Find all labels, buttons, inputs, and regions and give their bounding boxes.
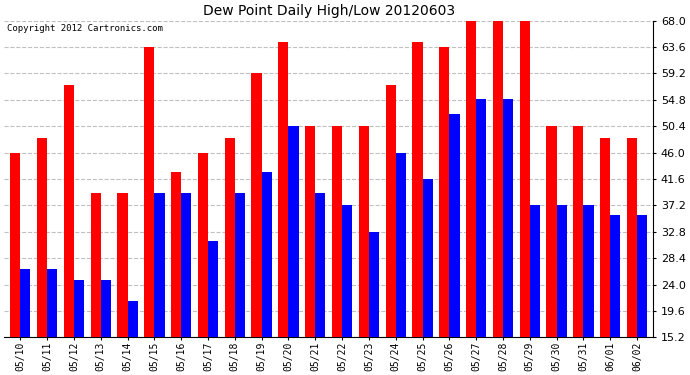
Bar (155, 194, 164, 337)
Bar (235, 194, 245, 337)
Bar (37, 138, 47, 337)
Bar (305, 126, 315, 337)
Bar (144, 47, 155, 337)
Bar (315, 194, 326, 337)
Bar (573, 126, 584, 337)
Bar (342, 206, 353, 337)
Bar (262, 172, 272, 337)
Bar (198, 153, 208, 337)
Bar (181, 194, 191, 337)
Bar (251, 74, 262, 337)
Bar (439, 47, 449, 337)
Bar (90, 194, 101, 337)
Bar (600, 138, 610, 337)
Bar (466, 21, 476, 337)
Bar (637, 215, 647, 337)
Bar (117, 194, 128, 337)
Bar (278, 42, 288, 337)
Bar (413, 42, 422, 337)
Bar (449, 114, 460, 337)
Bar (63, 86, 74, 337)
Bar (584, 206, 593, 337)
Bar (20, 269, 30, 337)
Text: Copyright 2012 Cartronics.com: Copyright 2012 Cartronics.com (8, 24, 164, 33)
Bar (386, 86, 396, 337)
Title: Dew Point Daily High/Low 20120603: Dew Point Daily High/Low 20120603 (203, 4, 455, 18)
Bar (171, 172, 181, 337)
Bar (503, 99, 513, 337)
Bar (47, 269, 57, 337)
Bar (101, 280, 111, 337)
Bar (208, 242, 218, 337)
Bar (476, 99, 486, 337)
Bar (422, 179, 433, 337)
Bar (627, 138, 637, 337)
Bar (610, 215, 620, 337)
Bar (493, 21, 503, 337)
Bar (520, 21, 530, 337)
Bar (546, 126, 557, 337)
Bar (557, 206, 567, 337)
Bar (288, 126, 299, 337)
Bar (332, 126, 342, 337)
Bar (10, 153, 20, 337)
Bar (74, 280, 84, 337)
Bar (369, 232, 379, 337)
Bar (396, 153, 406, 337)
Bar (128, 302, 138, 337)
Bar (359, 126, 369, 337)
Bar (530, 206, 540, 337)
Bar (225, 138, 235, 337)
